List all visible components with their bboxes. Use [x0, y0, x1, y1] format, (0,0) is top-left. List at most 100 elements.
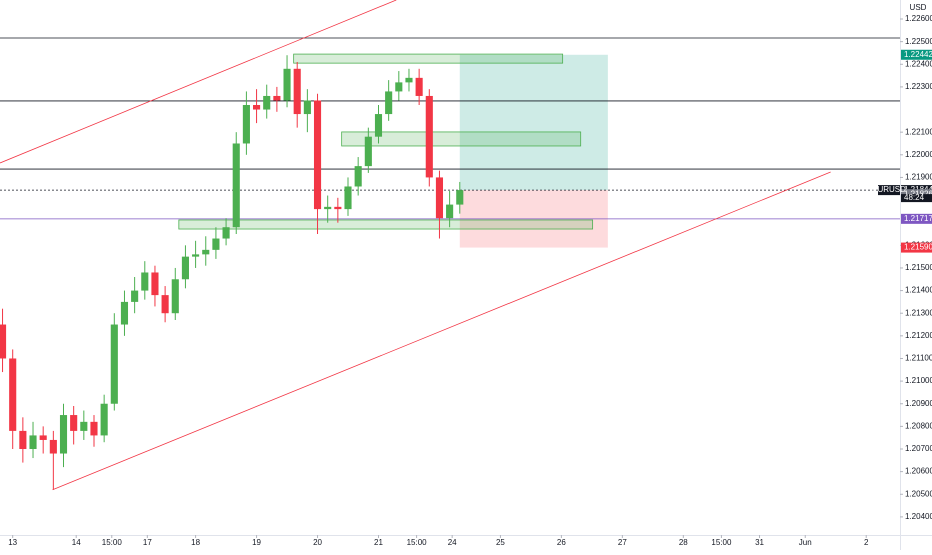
x-tick-label: 20: [313, 538, 322, 547]
y-tick-label: 1.20800: [905, 421, 932, 430]
price-tag-label: 1.21826: [904, 189, 932, 198]
candle-body: [324, 206, 332, 210]
y-tick-label: 1.21900: [905, 173, 932, 182]
x-tick-label: Jun: [799, 538, 812, 547]
candle-body: [59, 415, 68, 454]
x-tick-label: 31: [755, 538, 764, 547]
price-tag: [901, 49, 932, 60]
candle-body: [374, 114, 383, 137]
x-tick-label: 14: [72, 538, 81, 547]
candle-body: [354, 166, 362, 187]
candle-body: [344, 186, 352, 210]
countdown-label: 48:24: [904, 193, 925, 202]
candle-body: [232, 143, 240, 228]
candle-body: [364, 136, 372, 167]
position-target-zone: [459, 54, 608, 191]
zone: [341, 131, 582, 147]
y-tick-label: 1.21300: [905, 308, 932, 317]
x-tick-label: 25: [496, 538, 505, 547]
plot-area: [0, 0, 900, 535]
candle-body: [151, 272, 159, 296]
zone: [178, 219, 594, 230]
y-tick-label: 1.20700: [905, 444, 932, 453]
candle-body: [405, 77, 413, 83]
candle-body: [90, 421, 98, 436]
x-tick-label: 2: [864, 538, 869, 547]
price-tag: [901, 242, 932, 253]
y-tick-label: 1.22100: [905, 127, 932, 136]
x-tick-label: 26: [557, 538, 566, 547]
y-tick-label: 1.21100: [905, 354, 932, 363]
y-tick-label: 1.21000: [905, 376, 932, 385]
candle-body: [263, 95, 271, 110]
candle-body: [293, 68, 301, 115]
candle-body: [80, 421, 88, 431]
candle-body: [161, 295, 169, 314]
y-tick-label: 1.20900: [905, 399, 932, 408]
y-tick-label: 1.22300: [905, 82, 932, 91]
price-tag-label: 1.21590: [904, 243, 932, 252]
candle-body: [435, 177, 444, 219]
candle-body: [303, 100, 311, 115]
y-tick-label: 1.20400: [905, 512, 932, 521]
trend-line: [0, 0, 397, 164]
x-tick-label: 28: [679, 538, 688, 547]
candle-body: [171, 279, 179, 314]
candle-body: [425, 95, 433, 178]
x-tick-label: 21: [374, 538, 383, 547]
candle-body: [110, 324, 118, 404]
candle-body: [49, 439, 57, 454]
candle-body: [181, 256, 189, 280]
candle-body: [100, 403, 108, 436]
candle-body: [141, 272, 149, 291]
x-tick-label: 24: [448, 538, 457, 547]
y-tick-label: 1.21500: [905, 263, 932, 272]
y-tick-label: 1.21400: [905, 286, 932, 295]
x-tick-label: 18: [191, 538, 200, 547]
price-tag-label: 1.22442: [904, 50, 932, 59]
candle-body: [283, 68, 291, 101]
x-tick-label: 19: [252, 538, 261, 547]
x-tick-label: 27: [618, 538, 627, 547]
candle-body: [395, 82, 403, 92]
price-tag-label: 1.21717: [904, 214, 932, 223]
candle-body: [192, 254, 200, 257]
x-tick-label: 13: [8, 538, 17, 547]
trend-line: [52, 171, 831, 491]
candle-body: [0, 324, 7, 359]
currency-label: USD: [910, 3, 927, 12]
y-tick-label: 1.20600: [905, 467, 932, 476]
candle-body: [273, 95, 281, 101]
y-tick-label: 1.20500: [905, 489, 932, 498]
x-tick-label: 15:00: [407, 538, 428, 547]
y-tick-label: 1.22500: [905, 37, 932, 46]
candle-body: [19, 430, 27, 450]
x-tick-label: 15:00: [102, 538, 123, 547]
x-tick-label: 17: [143, 538, 152, 547]
candle-body: [222, 227, 230, 239]
y-tick-label: 1.21200: [905, 331, 932, 340]
candle-body: [385, 91, 393, 115]
candle-body: [120, 301, 129, 325]
price-tag: [901, 213, 932, 224]
zone: [293, 53, 564, 64]
y-tick-label: 1.22600: [905, 14, 932, 23]
candle-body: [456, 190, 464, 205]
candle-body: [415, 77, 423, 96]
candle-body: [9, 358, 17, 431]
candle-body: [446, 204, 454, 219]
candle-body: [313, 100, 322, 210]
candle-body: [253, 105, 261, 110]
candle-body: [39, 435, 47, 440]
x-tick-label: 15:00: [711, 538, 732, 547]
candle-body: [131, 290, 139, 302]
candle-body: [202, 249, 210, 255]
candle-body: [334, 206, 342, 210]
symbol-label: EURUSD: [872, 185, 906, 194]
candle-body: [212, 238, 220, 250]
y-tick-label: 1.22000: [905, 150, 932, 159]
candle-body: [70, 415, 78, 431]
y-tick-label: 1.22400: [905, 59, 932, 68]
